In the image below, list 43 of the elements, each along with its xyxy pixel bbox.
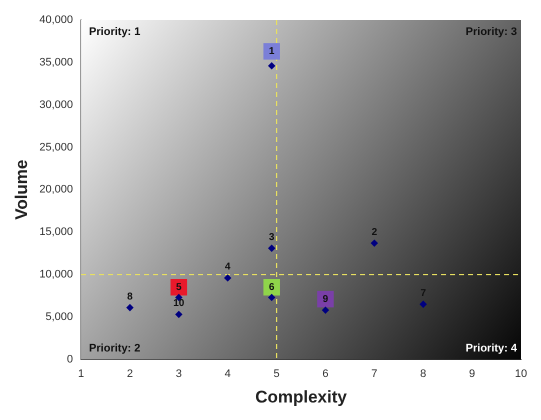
- y-tick-label: 25,000: [39, 141, 74, 154]
- y-tick-label: 0: [66, 353, 74, 366]
- y-tick-label: 10,000: [39, 268, 74, 281]
- annotation: Priority: 2: [89, 342, 140, 354]
- y-tick-label: 35,000: [39, 56, 74, 68]
- point: [175, 310, 182, 318]
- x-axis-title: Complexity: [255, 387, 348, 406]
- x-tick-label: 7: [371, 368, 378, 380]
- annotation: 8: [127, 291, 134, 302]
- y-axis-title: Volume: [12, 160, 31, 220]
- annotation: 6: [268, 282, 275, 294]
- point: [126, 304, 134, 312]
- point: [268, 294, 276, 301]
- y-tick-label: 5,000: [46, 311, 74, 324]
- x-tick-label: 8: [420, 368, 426, 380]
- point: [322, 306, 329, 314]
- point: [370, 240, 378, 247]
- x-tick-label: 3: [176, 368, 182, 380]
- y-tick-label: 15,000: [39, 226, 74, 238]
- x-tick-label: 5: [274, 368, 280, 380]
- point: [268, 244, 276, 252]
- point: [224, 274, 232, 282]
- annotation: 4: [224, 262, 231, 273]
- x-tick-label: 2: [126, 368, 133, 380]
- x-tick-label: 4: [224, 368, 231, 380]
- annotation: Priority: 3: [466, 26, 517, 38]
- y-tick-label: 40,000: [39, 14, 74, 26]
- annotation: Priority: 1: [89, 26, 140, 38]
- x-tick-label: 6: [322, 368, 329, 380]
- annotation: Priority: 4: [466, 342, 518, 354]
- annotation: 1: [268, 46, 275, 58]
- annotation: 9: [322, 294, 329, 305]
- annotation: 5: [176, 282, 182, 294]
- point: [268, 62, 276, 70]
- y-tick-label: 30,000: [39, 98, 74, 111]
- x-tick-label: 1: [78, 368, 84, 380]
- y-tick-label: 20,000: [39, 184, 74, 196]
- point: [420, 300, 427, 308]
- x-tick-label: 9: [469, 368, 476, 380]
- annotation: 3: [268, 232, 275, 243]
- annotation: 2: [372, 226, 378, 238]
- annotation: 10: [173, 298, 185, 310]
- x-tick-label: 10: [514, 368, 528, 380]
